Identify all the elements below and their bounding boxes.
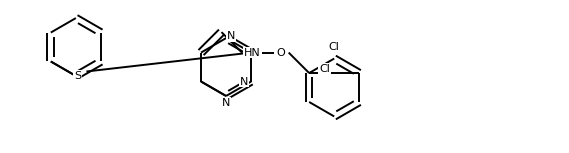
Text: Cl: Cl xyxy=(329,42,340,52)
Text: N: N xyxy=(240,76,248,86)
Text: O: O xyxy=(277,48,285,58)
Text: S: S xyxy=(74,71,81,81)
Text: N: N xyxy=(227,31,235,41)
Text: Cl: Cl xyxy=(319,64,330,74)
Text: N: N xyxy=(222,98,230,108)
Text: HN: HN xyxy=(244,48,261,58)
